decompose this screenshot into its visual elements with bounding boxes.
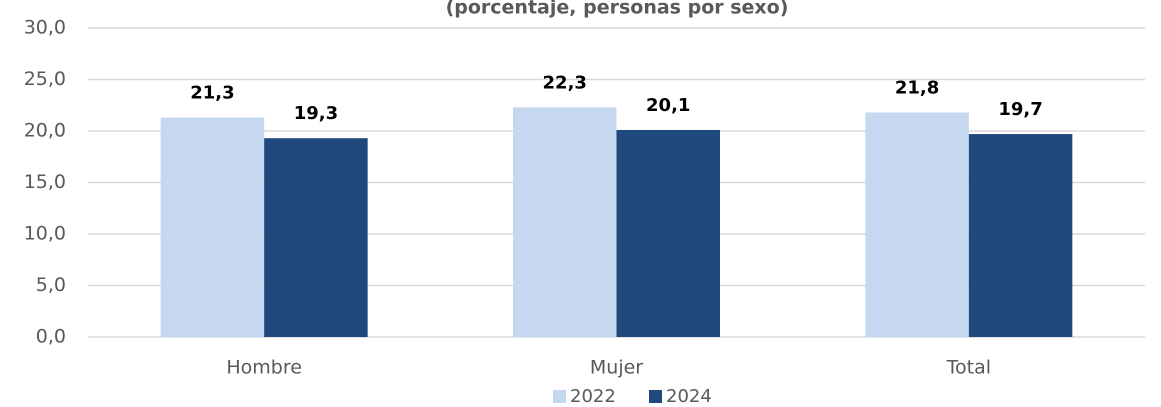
legend-label: 2022 (570, 386, 616, 407)
bar (968, 134, 1073, 337)
chart-subtitle: (porcentaje, personas por sexo) (446, 0, 789, 19)
value-label: 19,7 (998, 99, 1042, 120)
y-tick-label: 25,0 (24, 68, 66, 90)
legend-swatch (553, 390, 566, 403)
legend-label: 2024 (666, 386, 712, 407)
bar (264, 138, 368, 337)
value-label: 22,3 (543, 72, 587, 93)
bar (513, 107, 617, 337)
bar (616, 129, 720, 337)
x-tick-label: Total (946, 357, 991, 379)
bar (160, 117, 265, 337)
y-tick-label: 5,0 (36, 274, 66, 296)
bar (865, 112, 969, 338)
y-tick-label: 0,0 (36, 326, 66, 348)
value-label: 20,1 (646, 95, 690, 116)
value-label: 21,3 (190, 83, 234, 104)
x-tick-label: Mujer (590, 357, 643, 379)
legend-swatch (649, 390, 662, 403)
y-tick-label: 30,0 (24, 17, 66, 39)
y-tick-label: 10,0 (24, 223, 66, 245)
x-tick-label: Hombre (226, 357, 302, 379)
value-label: 19,3 (294, 103, 338, 124)
y-tick-label: 15,0 (24, 171, 66, 193)
value-label: 21,8 (895, 77, 939, 98)
y-tick-label: 20,0 (24, 120, 66, 142)
